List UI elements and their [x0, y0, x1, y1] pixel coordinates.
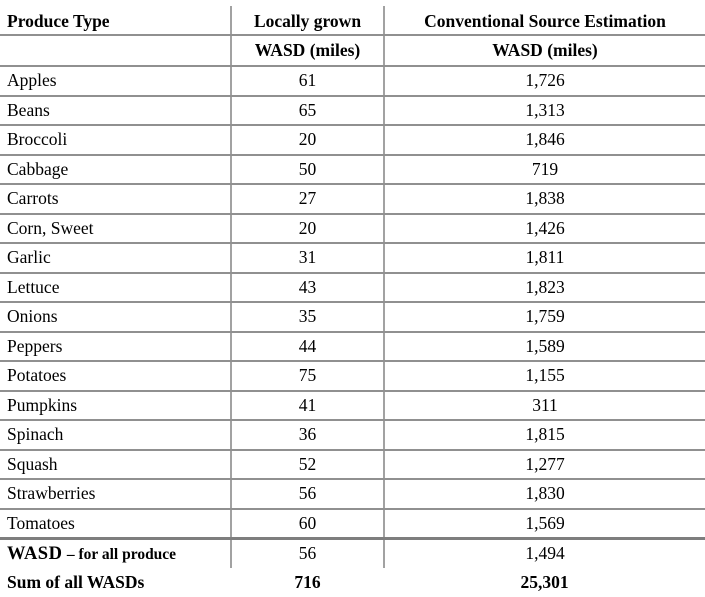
- table-row: Apples 61 1,726: [0, 66, 705, 97]
- conventional-wasd-cell: 1,155: [384, 361, 705, 392]
- table-row: Squash 52 1,277: [0, 449, 705, 480]
- conventional-wasd-cell: 1,823: [384, 272, 705, 303]
- sum-label-cell: Sum of all WASDs: [7, 571, 145, 592]
- produce-name-cell: Peppers: [0, 331, 231, 362]
- conventional-wasd-cell: 1,811: [384, 243, 705, 274]
- produce-name-cell: Strawberries: [0, 479, 231, 510]
- wasd-all-local-cell: 56: [230, 538, 385, 568]
- conventional-wasd-cell: 1,726: [384, 66, 705, 97]
- wasd-all-produce-row: WASD – for all produce 56 1,494: [0, 538, 705, 569]
- table-row: Tomatoes 60 1,569: [0, 508, 705, 540]
- wasd-all-conventional-cell: 1,494: [525, 543, 565, 564]
- conventional-wasd-cell: 1,838: [384, 184, 705, 215]
- produce-name-cell: Broccoli: [0, 125, 231, 156]
- conventional-wasd-cell: 1,846: [384, 125, 705, 156]
- conventional-source-header: Conventional Source Estimation: [384, 6, 705, 36]
- table-row: Carrots 27 1,838: [0, 184, 705, 215]
- sum-of-wasds-row: Sum of all WASDs 716 25,301: [0, 568, 705, 597]
- table-row: Cabbage 50 719: [0, 154, 705, 185]
- local-wasd-cell: 20: [230, 125, 385, 156]
- produce-name-cell: Tomatoes: [0, 508, 231, 540]
- local-wasd-cell: 61: [230, 66, 385, 97]
- empty-header-cell: [0, 35, 231, 67]
- conventional-wasd-cell: 311: [384, 390, 705, 421]
- local-wasd-cell: 35: [230, 302, 385, 333]
- local-wasd-cell: 52: [230, 449, 385, 480]
- local-wasd-cell: 44: [230, 331, 385, 362]
- table-row: Peppers 44 1,589: [0, 331, 705, 362]
- table-row: Spinach 36 1,815: [0, 420, 705, 451]
- table-row: Strawberries 56 1,830: [0, 479, 705, 510]
- produce-name-cell: Squash: [0, 449, 231, 480]
- local-wasd-cell: 20: [230, 213, 385, 244]
- local-wasd-cell: 65: [230, 95, 385, 126]
- produce-name-cell: Apples: [0, 66, 231, 97]
- local-wasd-subheader: WASD (miles): [230, 35, 385, 67]
- sum-conventional-cell: 25,301: [520, 571, 569, 592]
- produce-name-cell: Cabbage: [0, 154, 231, 185]
- local-wasd-cell: 27: [230, 184, 385, 215]
- conventional-wasd-cell: 1,277: [384, 449, 705, 480]
- conventional-wasd-cell: 719: [384, 154, 705, 185]
- produce-name-cell: Carrots: [0, 184, 231, 215]
- table-header-row-2: WASD (miles) WASD (miles): [0, 35, 705, 67]
- local-wasd-cell: 43: [230, 272, 385, 303]
- locally-grown-header: Locally grown: [230, 6, 385, 36]
- table-row: Onions 35 1,759: [0, 302, 705, 333]
- table-row: Pumpkins 41 311: [0, 390, 705, 421]
- conventional-wasd-cell: 1,313: [384, 95, 705, 126]
- local-wasd-cell: 60: [230, 508, 385, 540]
- local-wasd-cell: 36: [230, 420, 385, 451]
- table-row: Beans 65 1,313: [0, 95, 705, 126]
- local-wasd-cell: 31: [230, 243, 385, 274]
- conventional-wasd-cell: 1,815: [384, 420, 705, 451]
- produce-type-header: Produce Type: [0, 6, 231, 36]
- conventional-wasd-cell: 1,569: [384, 508, 705, 540]
- produce-name-cell: Corn, Sweet: [0, 213, 231, 244]
- conventional-wasd-cell: 1,426: [384, 213, 705, 244]
- table-row: Lettuce 43 1,823: [0, 272, 705, 303]
- conventional-wasd-cell: 1,830: [384, 479, 705, 510]
- produce-name-cell: Potatoes: [0, 361, 231, 392]
- table-row: Broccoli 20 1,846: [0, 125, 705, 156]
- table-header-row-1: Produce Type Locally grown Conventional …: [0, 6, 705, 36]
- produce-name-cell: Lettuce: [0, 272, 231, 303]
- table-row: Corn, Sweet 20 1,426: [0, 213, 705, 244]
- local-wasd-cell: 75: [230, 361, 385, 392]
- table-row: Garlic 31 1,811: [0, 243, 705, 274]
- local-wasd-cell: 56: [230, 479, 385, 510]
- conventional-wasd-subheader: WASD (miles): [384, 35, 705, 67]
- wasd-all-produce-label: WASD – for all produce: [0, 539, 231, 569]
- conventional-wasd-cell: 1,759: [384, 302, 705, 333]
- conventional-wasd-cell: 1,589: [384, 331, 705, 362]
- table-row: Potatoes 75 1,155: [0, 361, 705, 392]
- local-wasd-cell: 50: [230, 154, 385, 185]
- produce-name-cell: Pumpkins: [0, 390, 231, 421]
- produce-name-cell: Garlic: [0, 243, 231, 274]
- produce-name-cell: Beans: [0, 95, 231, 126]
- wasd-produce-table: Produce Type Locally grown Conventional …: [0, 6, 705, 597]
- produce-name-cell: Onions: [0, 302, 231, 333]
- wasd-all-label-main: WASD: [7, 543, 63, 564]
- local-wasd-cell: 41: [230, 390, 385, 421]
- sum-local-cell: 716: [294, 571, 321, 592]
- produce-name-cell: Spinach: [0, 420, 231, 451]
- wasd-all-label-rest: – for all produce: [66, 545, 177, 563]
